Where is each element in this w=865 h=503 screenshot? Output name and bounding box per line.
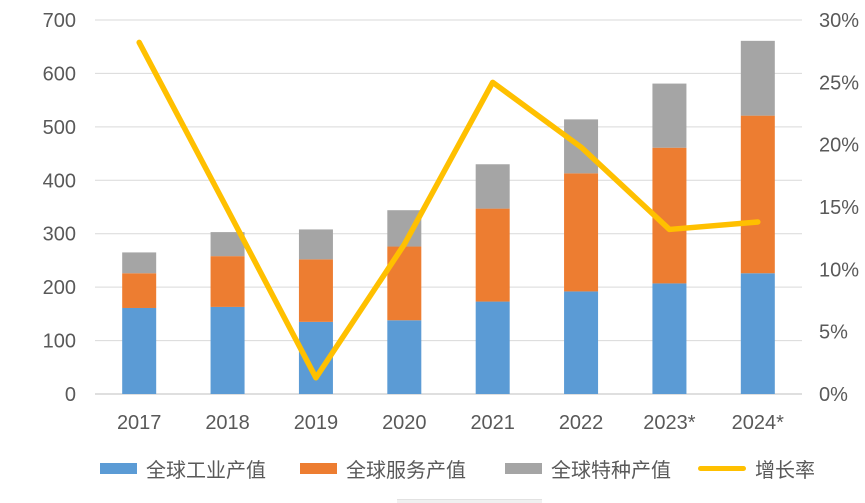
right-axis-tick-label: 0% — [819, 384, 848, 406]
legend-swatch-industrial-icon — [100, 462, 137, 474]
bar-segment — [740, 273, 775, 394]
left-axis-tick-label: 700 — [43, 10, 76, 32]
legend-swatch-special-icon — [505, 462, 542, 474]
legend-swatch-growth-line-icon — [698, 465, 746, 471]
right-axis-tick-label: 5% — [819, 322, 848, 344]
bar-segment — [564, 173, 599, 292]
x-axis-category-label: 2021 — [470, 412, 515, 434]
legend-label-services: 全球服务产值 — [346, 459, 466, 482]
right-axis-tick-label: 10% — [819, 259, 859, 281]
x-axis-category-label: 2024* — [732, 412, 784, 434]
bar-segment — [740, 115, 775, 274]
x-axis-category-label: 2023* — [643, 412, 695, 434]
bar-segment — [475, 301, 510, 394]
bar-segment — [740, 40, 775, 116]
x-axis-category-label: 2019 — [294, 412, 339, 434]
bar-segment — [652, 283, 687, 394]
legend-label-industrial: 全球工业产值 — [146, 459, 266, 482]
legend-item-growth-rate: 增长率 — [698, 453, 815, 483]
bar-segment — [122, 273, 157, 308]
legend-label-special: 全球特种产值 — [551, 459, 671, 482]
growth-rate-line — [136, 39, 761, 381]
bar-segment — [122, 307, 157, 394]
right-axis-tick-label: 15% — [819, 197, 859, 219]
x-axis-category-label: 2017 — [117, 412, 162, 434]
bar-segment — [210, 256, 245, 307]
legend-item-special: 全球特种产值 — [505, 453, 671, 483]
bar-segment — [298, 259, 333, 322]
left-axis-tick-label: 400 — [43, 170, 76, 192]
bar-segment — [475, 164, 510, 209]
left-axis-tick-label: 600 — [43, 63, 76, 85]
cropped-bottom-element — [397, 499, 542, 503]
bar-segment — [387, 320, 422, 394]
legend-swatch-services-icon — [300, 462, 337, 474]
bar-segment — [475, 208, 510, 302]
left-axis-tick-label: 100 — [43, 331, 76, 353]
bar-segment — [564, 291, 599, 394]
right-axis-tick-label: 25% — [819, 72, 859, 94]
bar-segment — [122, 252, 157, 274]
legend-label-growth-rate: 增长率 — [755, 459, 815, 482]
left-axis-tick-label: 300 — [43, 224, 76, 246]
chart-legend: 全球工业产值 全球服务产值 全球特种产值 增长率 — [0, 453, 865, 483]
left-axis-tick-label: 0 — [65, 384, 76, 406]
left-axis-tick-label: 500 — [43, 117, 76, 139]
bar-segment — [298, 229, 333, 260]
right-axis-tick-label: 20% — [819, 135, 859, 157]
bar-segment — [652, 83, 687, 148]
x-axis-category-label: 2020 — [382, 412, 427, 434]
bar-segment — [210, 306, 245, 394]
legend-item-industrial: 全球工业产值 — [100, 453, 266, 483]
legend-item-services: 全球服务产值 — [300, 453, 466, 483]
x-axis-category-label: 2018 — [205, 412, 250, 434]
x-axis-category-label: 2022 — [559, 412, 604, 434]
right-axis-tick-label: 30% — [819, 10, 859, 32]
left-axis-tick-label: 200 — [43, 277, 76, 299]
